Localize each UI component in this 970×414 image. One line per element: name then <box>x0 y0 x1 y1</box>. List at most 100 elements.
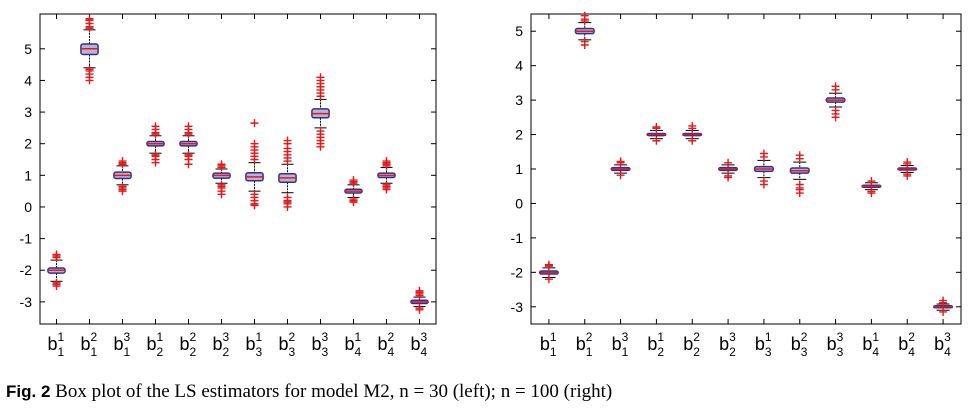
outlier-marker <box>580 41 589 49</box>
outlier-marker <box>382 157 391 166</box>
category-label: b <box>411 334 421 354</box>
category-sub: 2 <box>729 345 736 359</box>
category-label: b <box>114 334 124 354</box>
figure-label: Fig. 2 <box>6 382 51 401</box>
category-sup: 3 <box>421 330 428 344</box>
box-0 <box>47 14 66 324</box>
y-tick-label: 3 <box>515 92 523 108</box>
outlier-marker <box>415 286 424 295</box>
outlier-marker <box>759 180 768 189</box>
outlier-marker <box>652 122 661 131</box>
y-tick-label: 0 <box>24 199 32 215</box>
category-sup: 1 <box>765 330 772 344</box>
y-tick-label: 5 <box>515 23 523 39</box>
category-sub: 2 <box>157 345 164 359</box>
category-label: b <box>934 334 944 354</box>
category-label: b <box>827 334 837 354</box>
category-sub: 1 <box>550 345 557 359</box>
category-sub: 4 <box>872 345 879 359</box>
category-sup: 2 <box>908 330 915 344</box>
category-sup: 2 <box>91 330 98 344</box>
category-label: b <box>791 334 801 354</box>
box-7 <box>278 14 297 324</box>
y-tick-label: 1 <box>515 161 523 177</box>
category-label: b <box>378 334 388 354</box>
box-2 <box>113 14 132 324</box>
category-label: b <box>898 334 908 354</box>
outlier-marker <box>831 82 840 91</box>
category-sub: 4 <box>421 345 428 359</box>
category-sup: 1 <box>157 330 164 344</box>
box-3 <box>646 14 667 324</box>
outlier-marker <box>283 202 292 211</box>
box-4 <box>179 14 198 324</box>
outlier-marker <box>688 121 697 130</box>
outlier-marker <box>118 187 127 196</box>
box-5 <box>212 14 231 324</box>
outlier-marker <box>724 158 733 167</box>
y-tick-label: 0 <box>515 195 523 211</box>
y-tick-label: -1 <box>20 231 33 247</box>
outlier-marker <box>217 190 226 199</box>
category-sub: 2 <box>190 345 197 359</box>
category-label: b <box>719 334 729 354</box>
category-sub: 2 <box>223 345 230 359</box>
outlier-marker <box>217 160 226 169</box>
category-sup: 1 <box>355 330 362 344</box>
category-sub: 4 <box>388 345 395 359</box>
category-label: b <box>345 334 355 354</box>
plot-frame <box>39 13 437 325</box>
outlier-marker <box>544 260 553 269</box>
box-6 <box>245 14 264 324</box>
outlier-marker <box>184 122 193 131</box>
box-6 <box>753 14 774 324</box>
outlier-marker <box>616 171 625 180</box>
category-label: b <box>683 334 693 354</box>
outlier-marker <box>349 198 358 207</box>
y-tick-label: -2 <box>20 262 33 278</box>
box-0 <box>538 14 559 324</box>
category-sub: 4 <box>944 345 951 359</box>
outlier-marker <box>283 136 292 145</box>
box-1 <box>574 11 595 324</box>
category-label: b <box>612 334 622 354</box>
category-sub: 2 <box>693 345 700 359</box>
box-8 <box>311 14 330 324</box>
category-sup: 1 <box>550 330 557 344</box>
category-label: b <box>213 334 223 354</box>
category-sub: 4 <box>908 345 915 359</box>
outlier-marker <box>184 160 193 169</box>
category-label: b <box>755 334 765 354</box>
outlier-marker <box>795 189 804 198</box>
category-sup: 3 <box>322 330 329 344</box>
outlier-marker <box>250 201 259 210</box>
category-sup: 3 <box>622 330 629 344</box>
box-8 <box>825 14 846 324</box>
category-sup: 2 <box>190 330 197 344</box>
category-label: b <box>862 334 872 354</box>
y-tick-label: 2 <box>515 127 523 143</box>
category-sub: 3 <box>765 345 772 359</box>
outlier-marker <box>903 158 912 167</box>
category-label: b <box>279 334 289 354</box>
box-5 <box>718 14 739 324</box>
outlier-marker <box>939 307 948 316</box>
box-9 <box>861 14 882 324</box>
category-sup: 3 <box>729 330 736 344</box>
box-4 <box>682 14 703 324</box>
outlier-marker <box>382 185 391 194</box>
y-tick-label: 2 <box>24 136 32 152</box>
outlier-marker <box>831 113 840 122</box>
category-label: b <box>81 334 91 354</box>
outlier-marker <box>688 136 697 145</box>
category-label: b <box>312 334 322 354</box>
outlier-marker <box>52 282 61 291</box>
box-1 <box>80 14 99 324</box>
category-sup: 2 <box>388 330 395 344</box>
category-sub: 1 <box>91 345 98 359</box>
category-sub: 3 <box>256 345 263 359</box>
category-sub: 2 <box>657 345 664 359</box>
box-10 <box>897 14 918 324</box>
figure-caption: Fig. 2 Box plot of the LS estimators for… <box>6 381 612 403</box>
